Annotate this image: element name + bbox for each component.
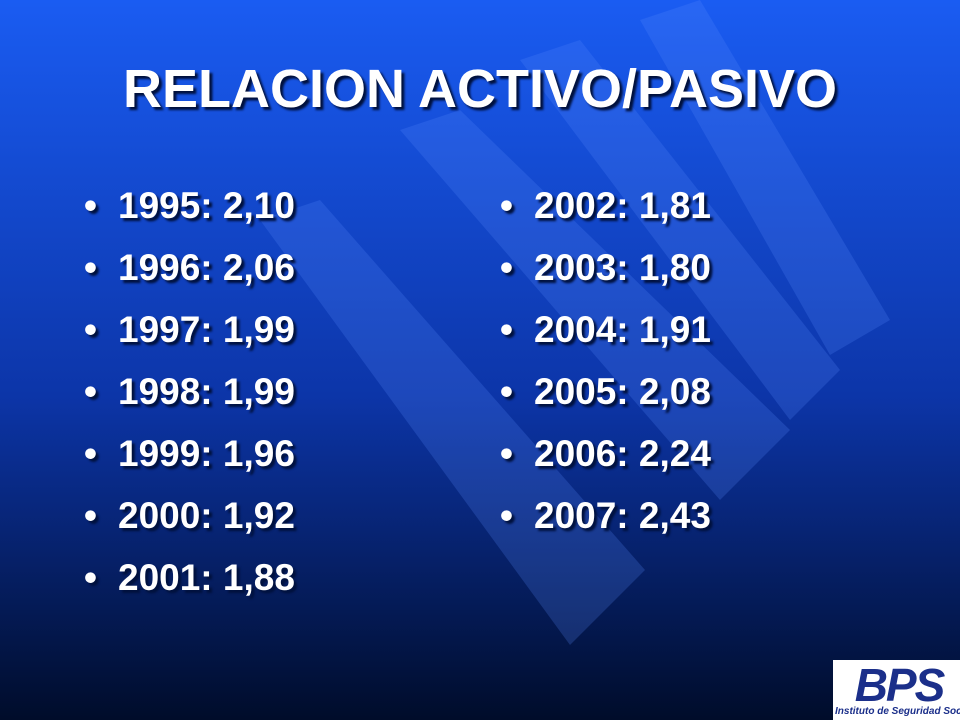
list-item: 2007: 2,43 [500, 493, 711, 555]
list-item: 1996: 2,06 [84, 245, 295, 307]
list-item: 2001: 1,88 [84, 555, 295, 617]
list-right: 2002: 1,812003: 1,802004: 1,912005: 2,08… [500, 183, 711, 555]
list-item: 1998: 1,99 [84, 369, 295, 431]
logo-name: BPS [854, 659, 946, 711]
list-left: 1995: 2,101996: 2,061997: 1,991998: 1,99… [84, 183, 295, 617]
logo-subtitle: Instituto de Seguridad Social [835, 706, 960, 717]
list-item: 2004: 1,91 [500, 307, 711, 369]
list-item: 2006: 2,24 [500, 431, 711, 493]
list-item: 2003: 1,80 [500, 245, 711, 307]
list-item: 2000: 1,92 [84, 493, 295, 555]
list-item: 1995: 2,10 [84, 183, 295, 245]
list-item: 1997: 1,99 [84, 307, 295, 369]
list-item: 1999: 1,96 [84, 431, 295, 493]
slide-title: RELACION ACTIVO/PASIVO [122, 59, 838, 119]
list-item: 2005: 2,08 [500, 369, 711, 431]
logo: BPS Instituto de Seguridad Social [833, 660, 960, 720]
list-item: 2002: 1,81 [500, 183, 711, 245]
